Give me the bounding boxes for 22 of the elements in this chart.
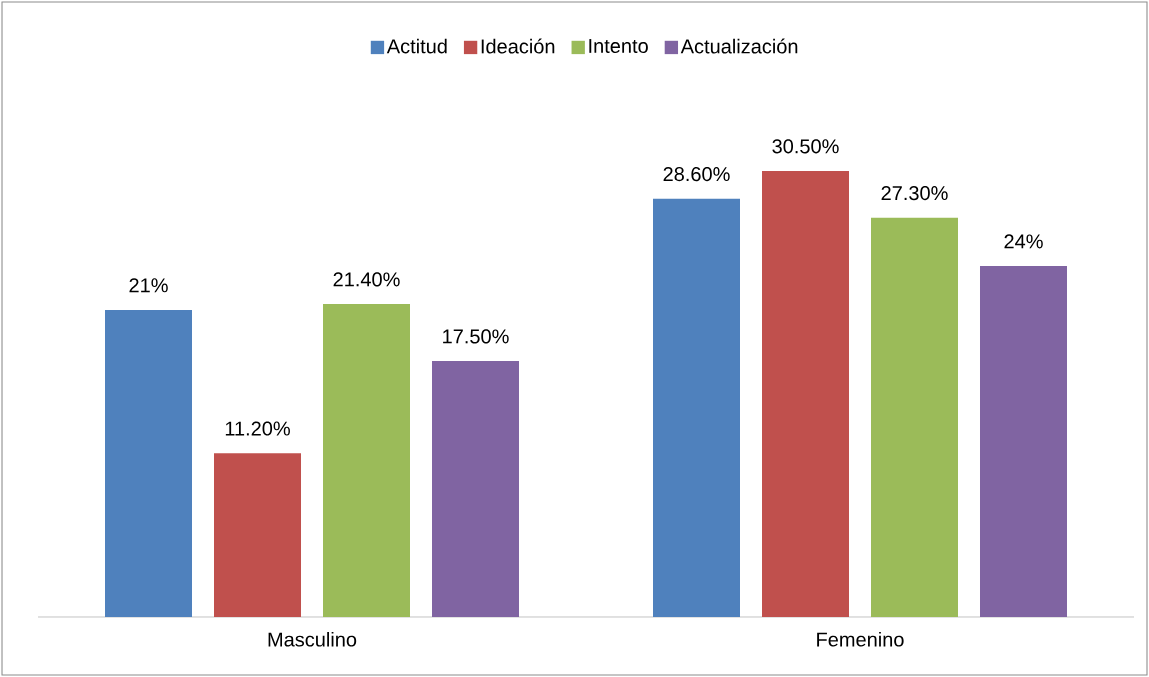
data-label: 11.20%: [225, 421, 290, 436]
legend-label: Actitud: [386, 38, 447, 54]
data-label: 30.50%: [772, 139, 839, 154]
data-label: 24%: [1004, 234, 1043, 249]
data-label: 27.30%: [881, 186, 948, 201]
bar: [432, 361, 519, 617]
bar: [653, 198, 740, 617]
bar: [105, 309, 193, 617]
bar: [980, 266, 1067, 617]
legend-label: Actualización: [680, 38, 798, 54]
bar: [871, 217, 958, 617]
x-tick-label: Femenino: [817, 631, 904, 647]
bar: [762, 170, 849, 617]
x-tick-label: Masculino: [268, 631, 357, 647]
bar: [323, 304, 410, 617]
data-label: 21.40%: [333, 272, 400, 287]
legend-label: Intento: [589, 39, 648, 54]
legend-label: Ideación: [481, 38, 555, 54]
data-label: 28.60%: [663, 167, 730, 182]
data-label: 17.50%: [443, 329, 509, 344]
bar: [214, 453, 301, 617]
data-label: 21%: [129, 278, 168, 293]
